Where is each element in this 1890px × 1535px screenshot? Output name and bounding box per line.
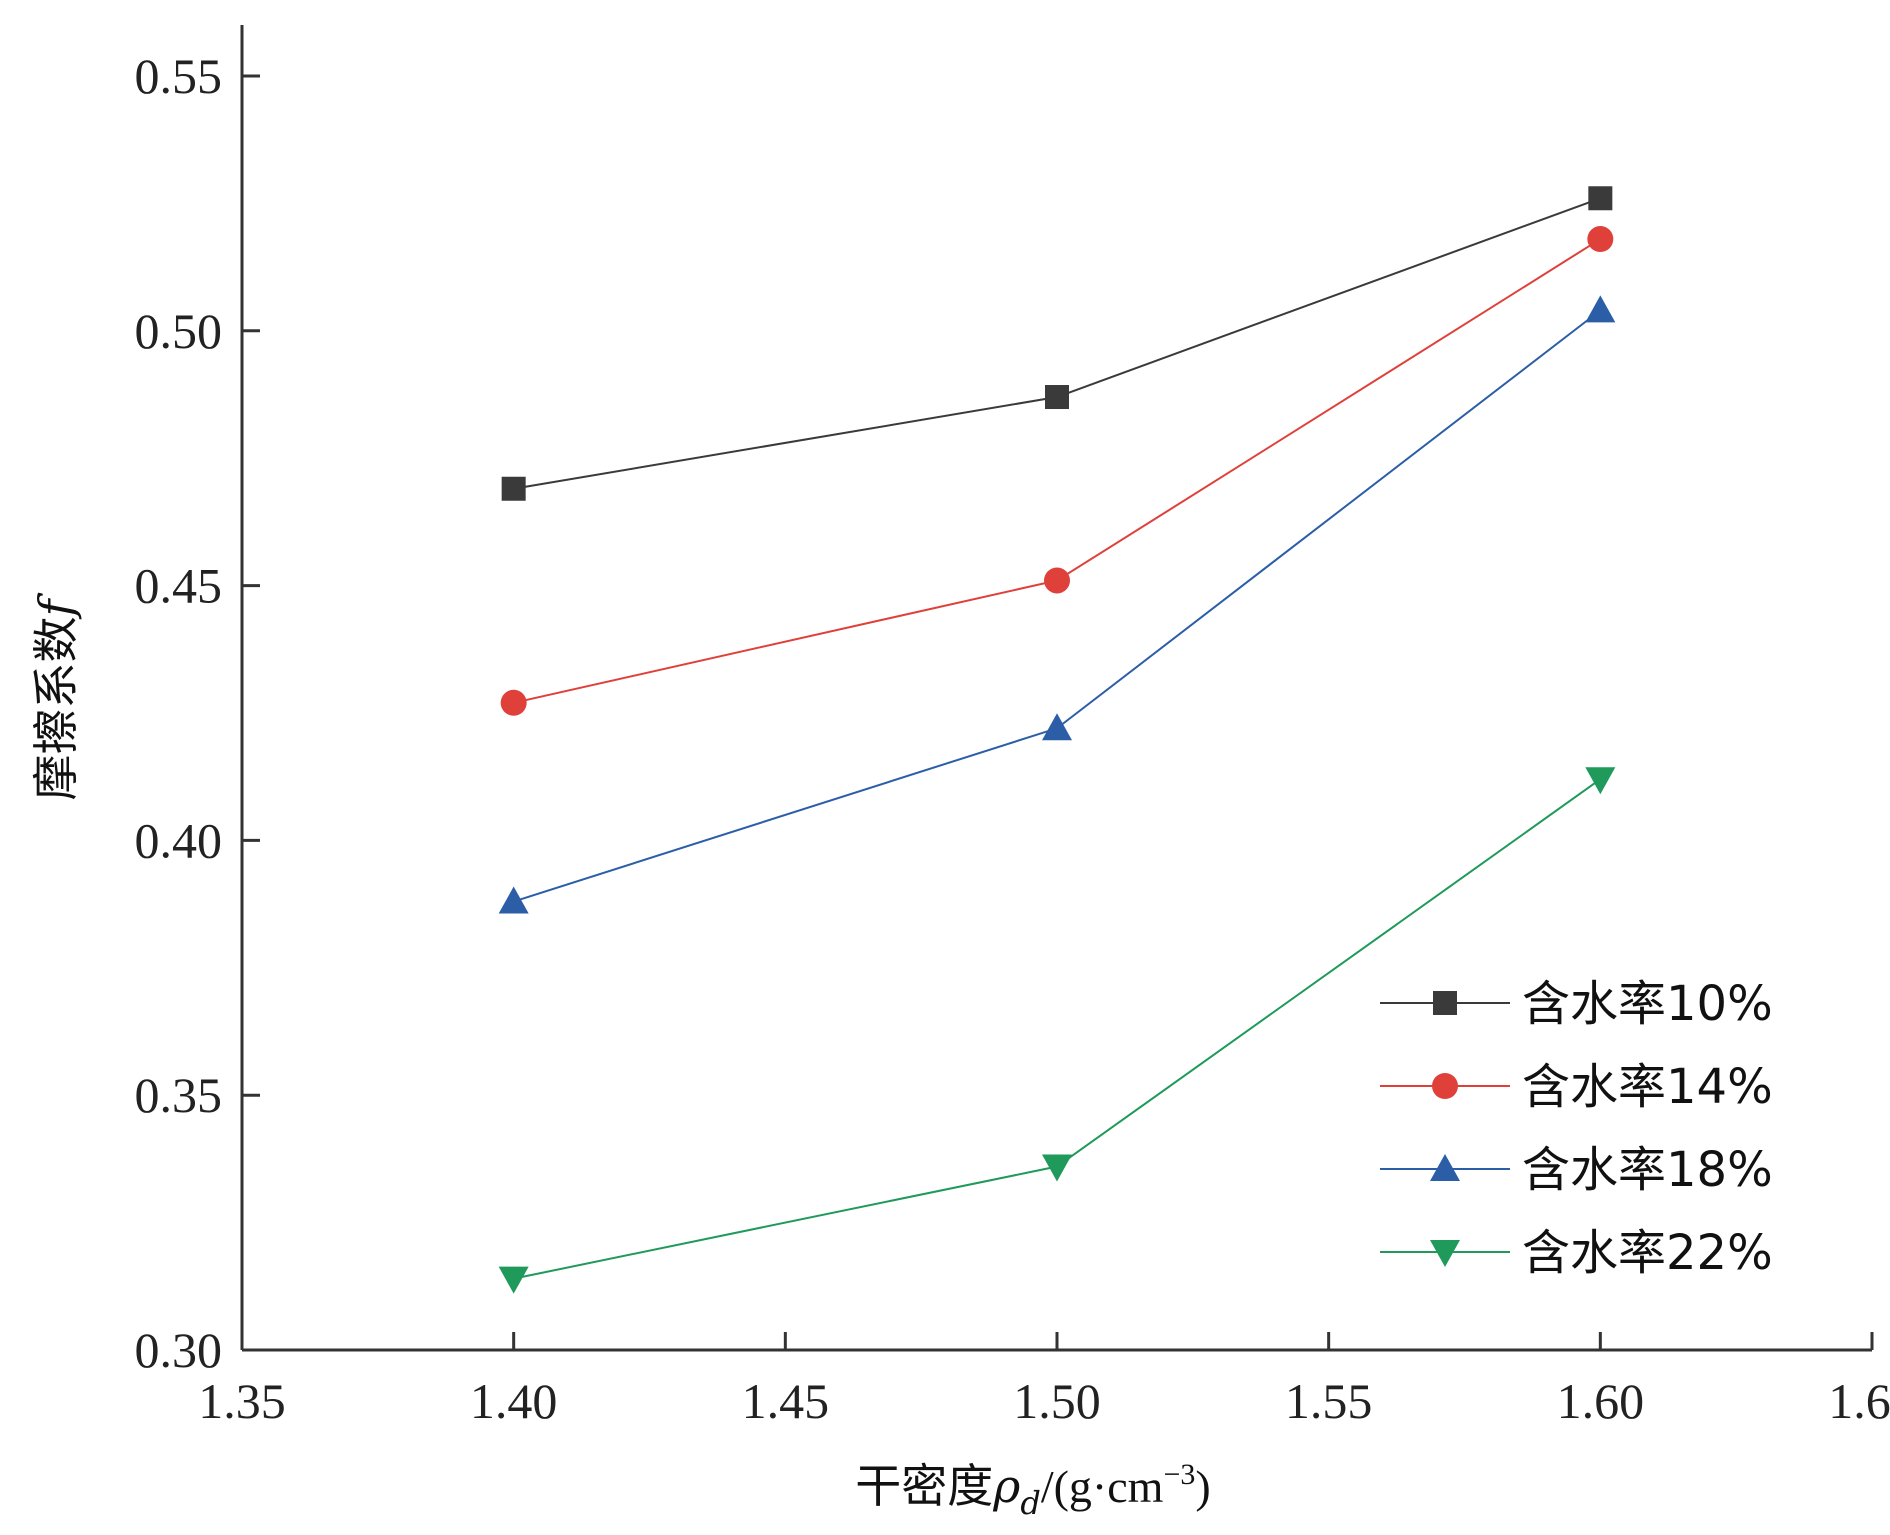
data-point bbox=[500, 689, 527, 716]
legend-marker bbox=[1430, 1240, 1460, 1267]
x-tick-label: 1.35 bbox=[198, 1373, 286, 1429]
x-tick-label: 1.40 bbox=[470, 1373, 558, 1429]
data-point bbox=[1044, 567, 1070, 594]
y-tick-label: 0.40 bbox=[135, 812, 223, 868]
x-axis-title: 干密度ρd/(g·cm−3) bbox=[855, 1458, 1210, 1522]
y-axis-title-variable: f bbox=[29, 593, 83, 620]
series-line bbox=[513, 238, 1601, 704]
y-axis-title-main: 摩擦系数 bbox=[29, 617, 83, 801]
data-point bbox=[1045, 385, 1069, 410]
legend: 含水率10% 含水率14% 含水率18% 含水率22% bbox=[1380, 976, 1773, 1281]
legend-marker bbox=[1430, 1154, 1460, 1181]
x-tick-label: 1.45 bbox=[742, 1373, 830, 1429]
data-point bbox=[498, 886, 529, 914]
x-tick-label: 1.50 bbox=[1013, 1373, 1101, 1429]
y-ticks: 0.30 0.35 0.40 0.45 0.50 0.55 bbox=[135, 48, 260, 1378]
legend-label: 含水率22% bbox=[1522, 1225, 1773, 1281]
x-axis-title-rho: ρ bbox=[992, 1459, 1020, 1513]
series-line bbox=[513, 197, 1601, 490]
series-group bbox=[498, 186, 1616, 1294]
x-tick-label: 1.55 bbox=[1285, 1373, 1373, 1429]
data-point bbox=[1042, 1154, 1072, 1182]
series-2 bbox=[500, 226, 1614, 716]
legend-label: 含水率10% bbox=[1522, 976, 1773, 1032]
legend-marker bbox=[1433, 991, 1457, 1015]
y-axis-title: 摩擦系数f bbox=[29, 593, 83, 801]
x-tick-label: 1.65 bbox=[1828, 1373, 1890, 1429]
x-axis-title-unit-end: ) bbox=[1195, 1461, 1210, 1512]
legend-item-1: 含水率10% bbox=[1380, 976, 1773, 1032]
data-point bbox=[1588, 186, 1613, 211]
x-tick-label: 1.60 bbox=[1557, 1373, 1645, 1429]
data-point bbox=[1587, 226, 1614, 253]
data-point bbox=[501, 476, 526, 501]
x-axis-title-subscript: d bbox=[1020, 1484, 1040, 1522]
y-tick-label: 0.35 bbox=[135, 1067, 223, 1123]
y-tick-label: 0.45 bbox=[135, 558, 223, 614]
legend-item-4: 含水率22% bbox=[1380, 1225, 1773, 1281]
legend-item-3: 含水率18% bbox=[1380, 1142, 1773, 1198]
series-3 bbox=[498, 295, 1616, 914]
series-line bbox=[513, 778, 1601, 1280]
legend-label: 含水率14% bbox=[1522, 1059, 1773, 1115]
legend-label: 含水率18% bbox=[1522, 1142, 1773, 1198]
data-point bbox=[1585, 767, 1616, 795]
x-ticks: 1.35 1.40 1.45 1.50 1.55 1.60 1.65 bbox=[198, 1332, 1890, 1429]
data-point bbox=[1585, 295, 1616, 323]
data-point bbox=[1042, 713, 1072, 741]
legend-marker bbox=[1432, 1073, 1458, 1099]
x-axis-title-main: 干密度 bbox=[855, 1459, 993, 1513]
series-1 bbox=[501, 186, 1613, 501]
data-point bbox=[498, 1266, 529, 1294]
x-axis-title-superscript: −3 bbox=[1163, 1458, 1195, 1491]
y-tick-label: 0.55 bbox=[135, 48, 223, 104]
legend-item-2: 含水率14% bbox=[1380, 1059, 1773, 1115]
y-tick-label: 0.50 bbox=[135, 303, 223, 359]
x-axis-title-unit: /(g·cm bbox=[1041, 1461, 1164, 1512]
series-4 bbox=[498, 767, 1616, 1294]
y-tick-label: 0.30 bbox=[135, 1322, 223, 1378]
